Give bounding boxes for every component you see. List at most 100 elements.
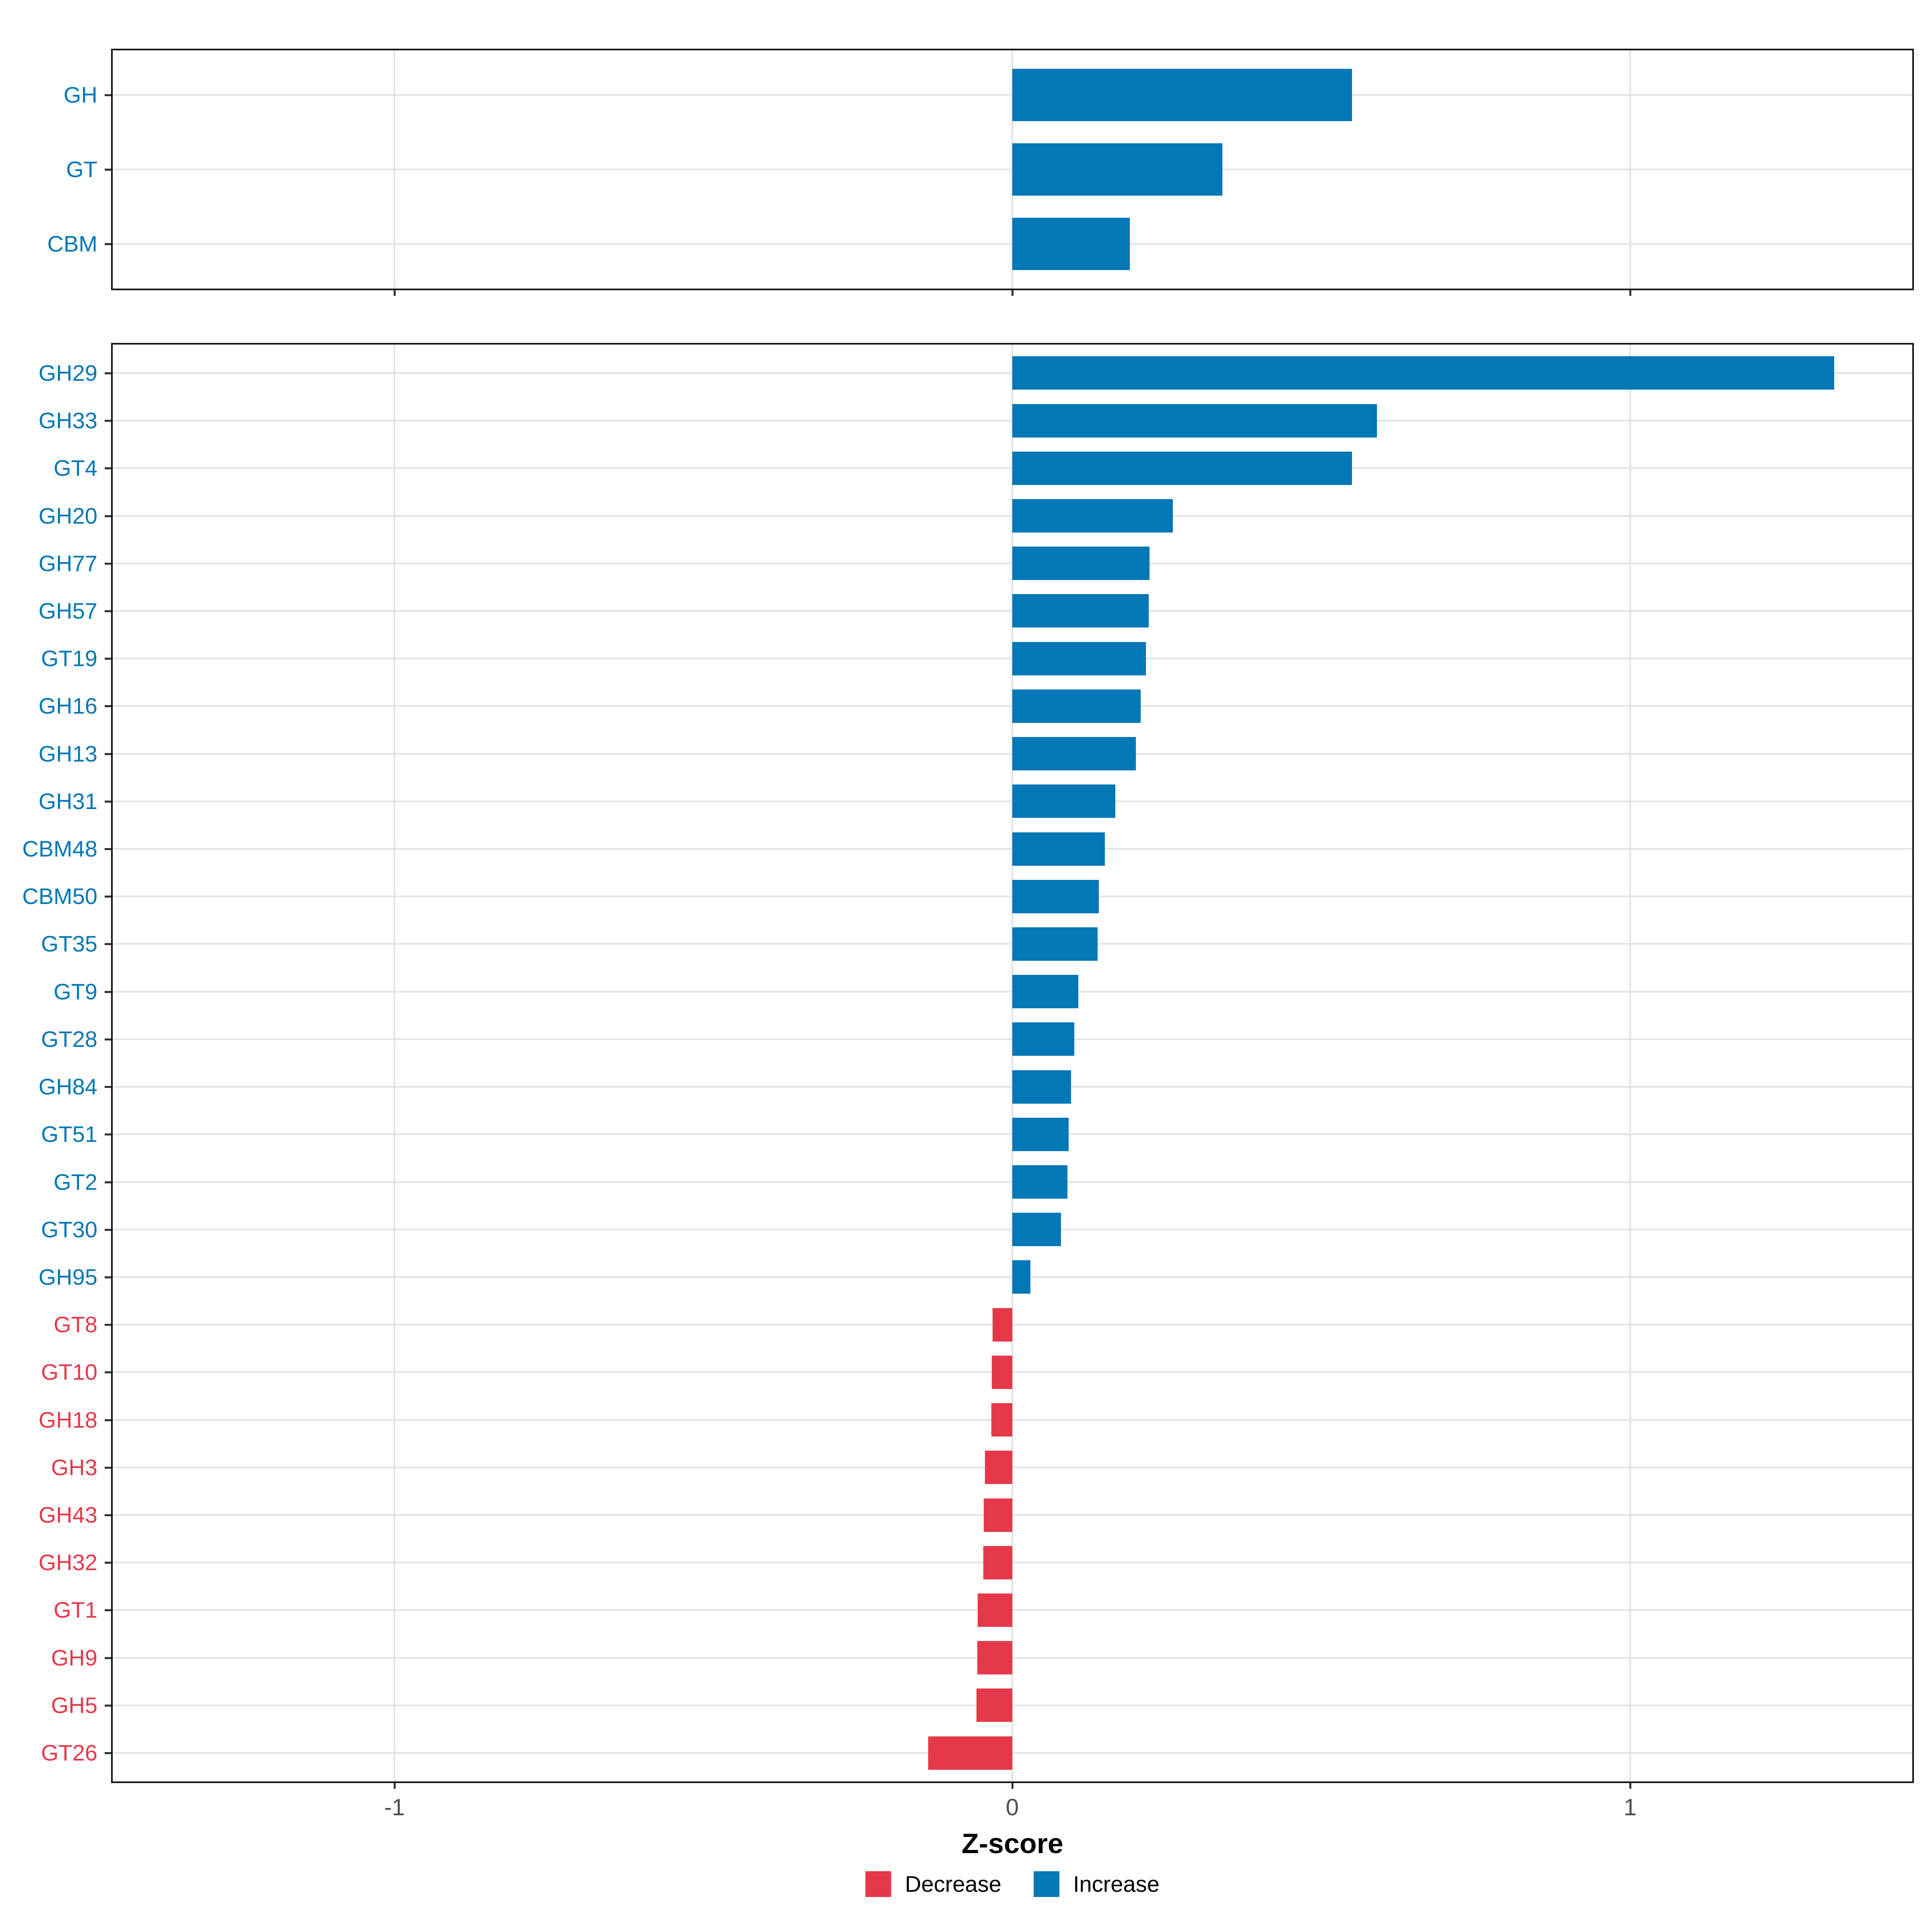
legend-item-decrease: Decrease — [865, 1871, 1001, 1897]
bar-GT28 — [1012, 1022, 1074, 1056]
y-axis-tick — [105, 610, 111, 612]
y-label-GT51: GT51 — [41, 1121, 97, 1147]
legend-label-increase: Increase — [1073, 1871, 1160, 1897]
row-gridline-GT8 — [113, 1324, 1912, 1325]
x-axis-tick-0 — [1011, 290, 1013, 296]
bar-CBM — [1012, 218, 1130, 270]
bar-GH13 — [1012, 737, 1136, 770]
y-axis-tick — [105, 94, 111, 96]
y-axis-tick — [105, 753, 111, 755]
bar-GH33 — [1012, 404, 1377, 438]
x-tick-label-0: 0 — [1005, 1794, 1019, 1821]
y-axis-tick — [105, 1562, 111, 1564]
bar-CBM50 — [1012, 880, 1099, 913]
row-gridline-GH3 — [113, 1467, 1912, 1468]
y-axis-tick — [105, 1133, 111, 1135]
y-label-CBM50: CBM50 — [22, 883, 97, 909]
y-axis-tick — [105, 1752, 111, 1754]
y-axis-tick — [105, 420, 111, 422]
y-axis-tick — [105, 1276, 111, 1278]
bar-GH77 — [1012, 547, 1150, 580]
y-label-GH3: GH3 — [51, 1455, 97, 1480]
y-label-GT30: GT30 — [41, 1217, 97, 1242]
y-label-GH: GH — [64, 82, 97, 107]
x-tick-label--1: -1 — [384, 1794, 405, 1821]
y-axis-tick — [105, 1609, 111, 1611]
y-axis-tick — [105, 1419, 111, 1421]
y-axis-tick — [105, 1324, 111, 1326]
y-label-GT: GT — [66, 157, 97, 182]
row-gridline-GH32 — [113, 1562, 1912, 1563]
bar-CBM48 — [1012, 832, 1105, 866]
y-axis-tick — [105, 243, 111, 245]
y-label-GH57: GH57 — [38, 598, 97, 623]
y-label-GH31: GH31 — [38, 788, 97, 814]
y-axis-tick — [105, 1181, 111, 1183]
y-label-GH43: GH43 — [38, 1502, 97, 1527]
y-axis-tick — [105, 1467, 111, 1469]
y-axis-tick — [105, 515, 111, 517]
y-axis-tick — [105, 801, 111, 803]
x-axis-tick-1 — [1629, 1783, 1631, 1789]
legend: Decrease Increase — [111, 1871, 1914, 1897]
y-label-GH13: GH13 — [38, 741, 97, 766]
y-axis-tick — [105, 896, 111, 898]
row-gridline-GT26 — [113, 1752, 1912, 1754]
y-axis-tick — [105, 467, 111, 469]
y-label-GH18: GH18 — [38, 1407, 97, 1432]
y-axis-tick — [105, 1514, 111, 1516]
row-gridline-GT1 — [113, 1609, 1912, 1611]
x-axis-title: Z-score — [962, 1828, 1063, 1859]
bar-GT51 — [1012, 1118, 1069, 1151]
legend-swatch-increase — [1033, 1871, 1059, 1897]
bar-GT8 — [993, 1308, 1012, 1342]
y-label-GT28: GT28 — [41, 1026, 97, 1052]
y-axis-tick — [105, 169, 111, 171]
bar-GT9 — [1012, 975, 1078, 1008]
y-axis-tick — [105, 1086, 111, 1088]
bar-GT10 — [992, 1356, 1012, 1389]
y-axis-tick — [105, 848, 111, 850]
y-label-GT2: GT2 — [54, 1169, 97, 1195]
y-label-GT26: GT26 — [41, 1740, 97, 1765]
y-axis-tick — [105, 372, 111, 374]
bar-GH32 — [983, 1546, 1012, 1579]
bar-GT30 — [1012, 1213, 1061, 1246]
y-label-GT19: GT19 — [41, 646, 97, 671]
bar-GH57 — [1012, 594, 1149, 627]
bar-GT26 — [928, 1736, 1012, 1770]
y-label-GH33: GH33 — [38, 408, 97, 433]
y-label-GH5: GH5 — [51, 1693, 97, 1718]
bar-GT — [1012, 143, 1222, 196]
x-axis-tick-0 — [1011, 1783, 1013, 1789]
y-label-GH20: GH20 — [38, 503, 97, 528]
vertical-gridline-0 — [1011, 345, 1013, 1781]
y-axis-tick — [105, 1371, 111, 1373]
y-label-GT4: GT4 — [54, 455, 97, 481]
bar-GH3 — [985, 1451, 1012, 1484]
bar-GH95 — [1012, 1260, 1030, 1294]
vertical-gridline--1 — [394, 345, 395, 1781]
y-axis-tick — [105, 1657, 111, 1659]
y-axis-tick — [105, 705, 111, 707]
y-label-GH9: GH9 — [51, 1645, 97, 1670]
bar-GH31 — [1012, 784, 1115, 818]
y-label-GT1: GT1 — [54, 1597, 97, 1622]
bar-GT35 — [1012, 927, 1098, 961]
legend-item-increase: Increase — [1033, 1871, 1160, 1897]
y-label-CBM48: CBM48 — [22, 836, 97, 861]
y-axis-tick — [105, 1705, 111, 1707]
legend-swatch-decrease — [865, 1871, 892, 1897]
bar-GT4 — [1012, 452, 1352, 485]
y-label-GT35: GT35 — [41, 931, 97, 956]
bar-GT2 — [1012, 1165, 1067, 1199]
y-label-GH32: GH32 — [38, 1550, 97, 1575]
panel-cazyme-classes — [111, 49, 1914, 290]
row-gridline-GH9 — [113, 1657, 1912, 1659]
y-label-GH77: GH77 — [38, 551, 97, 576]
bar-GH20 — [1012, 499, 1173, 533]
bar-GH16 — [1012, 689, 1141, 723]
y-label-GH95: GH95 — [38, 1264, 97, 1290]
bar-GT19 — [1012, 642, 1146, 675]
